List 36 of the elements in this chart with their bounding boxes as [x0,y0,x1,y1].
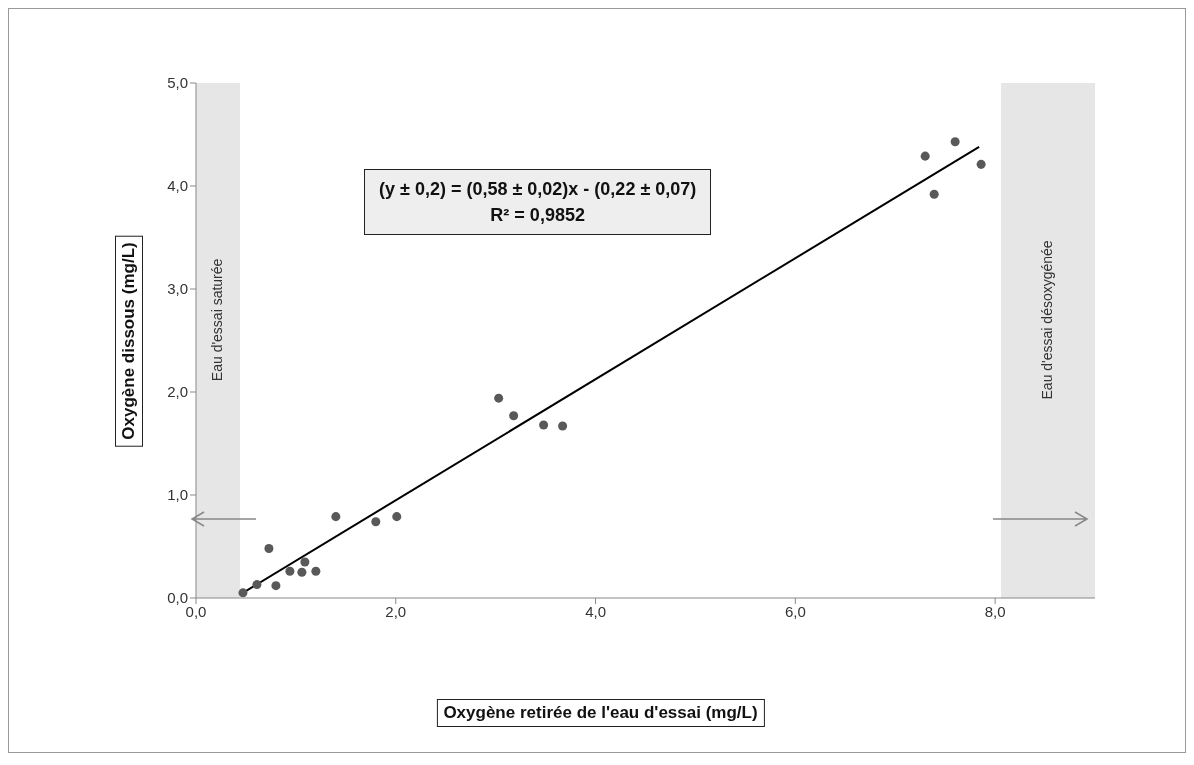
x-tick-label: 0,0 [185,602,207,620]
band-label: Eau d'essai désoxygénée [1038,240,1055,400]
point [371,517,381,527]
point [297,567,307,577]
point [271,581,281,591]
y-tick-label: 2,0 [167,383,188,401]
x-tick-label: 6,0 [784,602,806,620]
point [311,566,321,576]
point [238,588,248,598]
point [494,393,504,403]
point [929,189,939,199]
point [264,544,274,554]
point [392,512,402,522]
point [252,580,262,590]
x-tick-label: 4,0 [585,602,606,620]
x-tick-label: 8,0 [984,602,1006,620]
point [558,421,568,431]
y-axis-title: Oxygène dissous (mg/L) [115,234,143,447]
annotation: R² = 0,9852 [489,204,586,227]
point [331,512,341,522]
point [539,420,549,430]
x-tick-label: 2,0 [385,602,407,620]
y-tick-label: 5,0 [167,74,188,92]
band-label: Eau d'essai saturée [208,258,225,382]
y-tick-label: 4,0 [167,177,188,195]
y-tick-label: 3,0 [167,280,188,298]
point [950,137,960,147]
y-tick-label: 1,0 [167,486,188,504]
point [976,159,986,169]
x-axis-title: Oxygène retirée de l'eau d'essai (mg/L) [436,699,765,727]
point [285,566,295,576]
y-tick-label: 0,0 [167,589,188,607]
point [509,411,519,421]
point [920,151,930,161]
point [300,557,310,567]
annotation: (y ± 0,2) = (0,58 ± 0,02)x - (0,22 ± 0,07) [379,178,697,201]
